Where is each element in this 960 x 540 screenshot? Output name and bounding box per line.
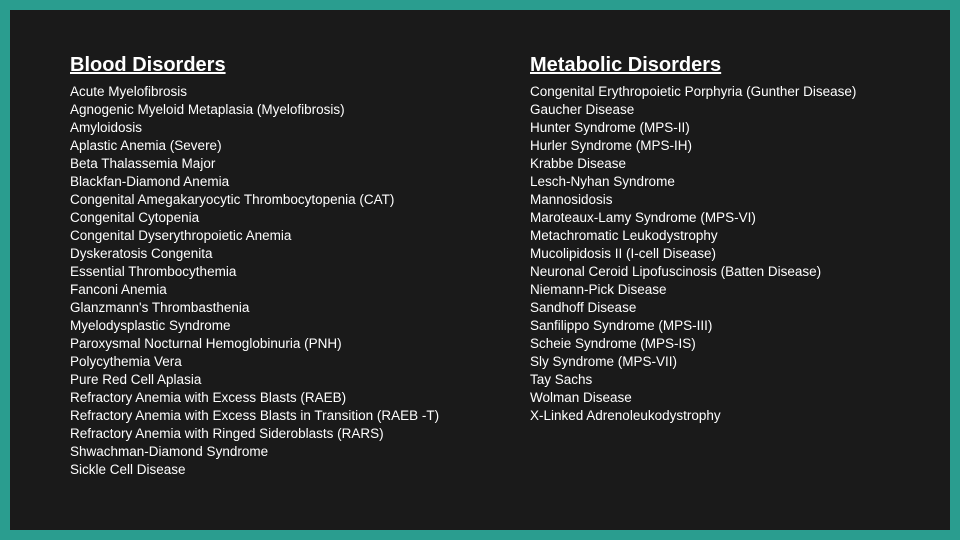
list-item: Myelodysplastic Syndrome xyxy=(70,317,470,335)
list-item: Hunter Syndrome (MPS-II) xyxy=(530,119,910,137)
list-item: Amyloidosis xyxy=(70,119,470,137)
list-item: Fanconi Anemia xyxy=(70,281,470,299)
list-item: Krabbe Disease xyxy=(530,155,910,173)
heading-metabolic-disorders: Metabolic Disorders xyxy=(530,54,910,77)
list-item: Sanfilippo Syndrome (MPS-III) xyxy=(530,317,910,335)
list-item: Beta Thalassemia Major xyxy=(70,155,470,173)
list-item: Dyskeratosis Congenita xyxy=(70,245,470,263)
list-item: Polycythemia Vera xyxy=(70,353,470,371)
list-item: Congenital Dyserythropoietic Anemia xyxy=(70,227,470,245)
list-item: Refractory Anemia with Ringed Sideroblas… xyxy=(70,425,470,443)
list-item: Sly Syndrome (MPS-VII) xyxy=(530,353,910,371)
list-metabolic-disorders: Congenital Erythropoietic Porphyria (Gun… xyxy=(530,83,910,425)
list-item: Shwachman-Diamond Syndrome xyxy=(70,443,470,461)
list-item: Tay Sachs xyxy=(530,371,910,389)
list-item: Hurler Syndrome (MPS-IH) xyxy=(530,137,910,155)
list-item: Lesch-Nyhan Syndrome xyxy=(530,173,910,191)
list-item: Metachromatic Leukodystrophy xyxy=(530,227,910,245)
list-item: Congenital Erythropoietic Porphyria (Gun… xyxy=(530,83,910,101)
list-item: Scheie Syndrome (MPS-IS) xyxy=(530,335,910,353)
columns-container: Blood Disorders Acute Myelofibrosis Agno… xyxy=(70,54,890,479)
list-item: X-Linked Adrenoleukodystrophy xyxy=(530,407,910,425)
list-item: Agnogenic Myeloid Metaplasia (Myelofibro… xyxy=(70,101,470,119)
list-item: Congenital Amegakaryocytic Thrombocytope… xyxy=(70,191,470,209)
column-blood-disorders: Blood Disorders Acute Myelofibrosis Agno… xyxy=(70,54,470,479)
list-item: Glanzmann's Thrombasthenia xyxy=(70,299,470,317)
list-item: Refractory Anemia with Excess Blasts in … xyxy=(70,407,470,425)
heading-blood-disorders: Blood Disorders xyxy=(70,54,470,77)
list-item: Mannosidosis xyxy=(530,191,910,209)
list-item: Niemann-Pick Disease xyxy=(530,281,910,299)
list-item: Refractory Anemia with Excess Blasts (RA… xyxy=(70,389,470,407)
list-item: Blackfan-Diamond Anemia xyxy=(70,173,470,191)
list-item: Wolman Disease xyxy=(530,389,910,407)
list-item: Gaucher Disease xyxy=(530,101,910,119)
list-blood-disorders: Acute Myelofibrosis Agnogenic Myeloid Me… xyxy=(70,83,470,479)
column-metabolic-disorders: Metabolic Disorders Congenital Erythropo… xyxy=(530,54,910,479)
list-item: Pure Red Cell Aplasia xyxy=(70,371,470,389)
list-item: Congenital Cytopenia xyxy=(70,209,470,227)
slide: Blood Disorders Acute Myelofibrosis Agno… xyxy=(10,10,950,530)
list-item: Maroteaux-Lamy Syndrome (MPS-VI) xyxy=(530,209,910,227)
list-item: Aplastic Anemia (Severe) xyxy=(70,137,470,155)
list-item: Mucolipidosis II (I-cell Disease) xyxy=(530,245,910,263)
list-item: Paroxysmal Nocturnal Hemoglobinuria (PNH… xyxy=(70,335,470,353)
list-item: Sickle Cell Disease xyxy=(70,461,470,479)
list-item: Sandhoff Disease xyxy=(530,299,910,317)
list-item: Essential Thrombocythemia xyxy=(70,263,470,281)
list-item: Neuronal Ceroid Lipofuscinosis (Batten D… xyxy=(530,263,910,281)
list-item: Acute Myelofibrosis xyxy=(70,83,470,101)
